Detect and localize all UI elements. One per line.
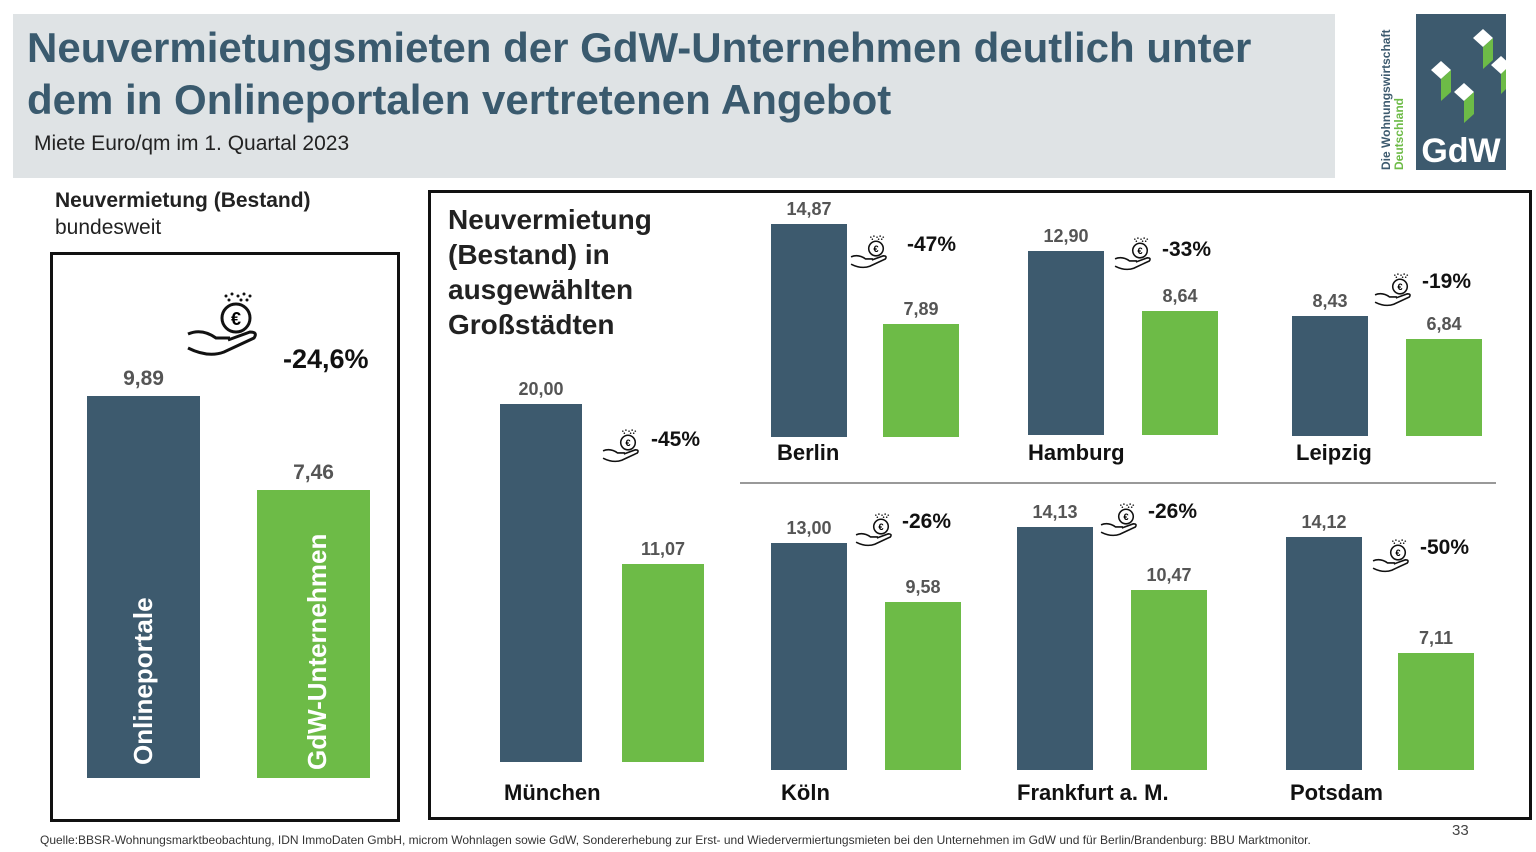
bar-online xyxy=(500,404,582,762)
value-label: 11,07 xyxy=(640,538,686,559)
cities-chart-frame xyxy=(428,190,1532,820)
hand-euro-coin-icon: € xyxy=(850,234,892,270)
difference-label: -26% xyxy=(1148,500,1198,523)
hand-euro-coin-icon: € xyxy=(186,290,266,360)
bar-gdw xyxy=(1398,652,1474,770)
series-label-gdw: GdW-Unternehmen xyxy=(302,533,332,770)
logo-line2: Deutschland xyxy=(1392,98,1406,170)
left-heading: Neuvermietung (Bestand) bundesweit xyxy=(55,187,311,241)
svg-text:€: € xyxy=(1397,282,1403,292)
value-label: 7,11 xyxy=(1418,627,1454,648)
svg-text:€: € xyxy=(878,522,884,532)
difference-label: -26% xyxy=(902,510,952,533)
bar-online xyxy=(1286,537,1362,770)
bar-gdw xyxy=(1131,589,1207,770)
bar-online xyxy=(771,224,847,437)
value-label: 20,00 xyxy=(518,379,564,399)
value-label: 13,00 xyxy=(786,517,832,538)
value-label: 14,87 xyxy=(786,199,832,220)
city-label: Hamburg xyxy=(1028,440,1125,465)
hand-euro-coin-icon: € xyxy=(602,428,644,464)
bar-gdw xyxy=(885,602,961,770)
row-divider xyxy=(740,482,1496,484)
city-label: Berlin xyxy=(777,440,840,465)
national-chart-frame xyxy=(50,252,400,822)
hand-euro-coin-icon: € xyxy=(1374,272,1416,308)
city-label: Leipzig xyxy=(1296,440,1372,465)
value-label: 8,64 xyxy=(1162,286,1198,307)
bar-gdw xyxy=(622,563,704,762)
value-label: 14,12 xyxy=(1301,512,1347,533)
value-label: 7,89 xyxy=(903,299,939,320)
difference-label: -24,6% xyxy=(283,344,369,374)
hand-euro-coin-icon: € xyxy=(1114,236,1156,272)
bar-gdw xyxy=(1406,338,1482,436)
bar-online xyxy=(1028,250,1104,435)
value-label: 8,43 xyxy=(1312,291,1348,312)
svg-text:€: € xyxy=(1395,548,1401,558)
difference-label: -19% xyxy=(1422,270,1472,293)
city-label: München xyxy=(504,780,601,805)
series-label-online: Onlineportale xyxy=(128,597,158,765)
difference-label: -47% xyxy=(907,233,957,256)
bar-online xyxy=(771,542,847,770)
svg-text:€: € xyxy=(873,244,879,254)
value-label: 14,13 xyxy=(1032,501,1078,522)
value-label: 10,47 xyxy=(1146,564,1192,585)
bar-online xyxy=(87,396,200,778)
bar-online xyxy=(1292,316,1368,436)
value-label: 9,58 xyxy=(905,577,941,598)
svg-text:€: € xyxy=(625,438,631,448)
value-label: 12,90 xyxy=(1043,225,1089,246)
logo-line1: Die Wohnungswirtschaft xyxy=(1379,30,1393,170)
right-title: Neuvermietung (Bestand) in ausgewählten … xyxy=(448,204,652,340)
hand-euro-coin-icon: € xyxy=(1372,538,1414,574)
bar-online xyxy=(1017,526,1093,770)
city-label: Köln xyxy=(781,780,830,805)
left-title: Neuvermietung (Bestand) xyxy=(55,189,311,212)
svg-text:€: € xyxy=(1137,246,1143,256)
difference-label: -33% xyxy=(1162,238,1212,261)
difference-label: -45% xyxy=(651,428,701,451)
bar-gdw xyxy=(1142,311,1218,435)
city-label: Frankfurt a. M. xyxy=(1017,780,1169,805)
city-label: Potsdam xyxy=(1290,780,1383,805)
page-subtitle: Miete Euro/qm im 1. Quartal 2023 xyxy=(34,132,350,155)
header-band xyxy=(13,14,1335,178)
value-label: 6,84 xyxy=(1426,313,1462,334)
value-label: 9,89 xyxy=(123,367,164,391)
svg-text:€: € xyxy=(231,309,241,329)
left-subtitle: bundesweit xyxy=(55,216,162,239)
hand-euro-coin-icon: € xyxy=(855,512,897,548)
logo-text: GdW xyxy=(1421,132,1501,170)
page-title: Neuvermietungsmieten der GdW-Unternehmen… xyxy=(27,24,1252,123)
page-number: 33 xyxy=(1452,822,1469,839)
source-note: Quelle:BBSR-Wohnungsmarktbeobachtung, ID… xyxy=(40,833,1311,847)
bar-gdw xyxy=(257,490,370,778)
hand-euro-coin-icon: € xyxy=(1100,502,1142,538)
difference-label: -50% xyxy=(1420,536,1470,559)
gdw-logo: Die Wohnungswirtschaft Deutschland GdW xyxy=(1379,14,1511,170)
value-label: 7,46 xyxy=(293,461,334,485)
svg-text:€: € xyxy=(1123,512,1129,522)
bar-gdw xyxy=(883,324,959,437)
